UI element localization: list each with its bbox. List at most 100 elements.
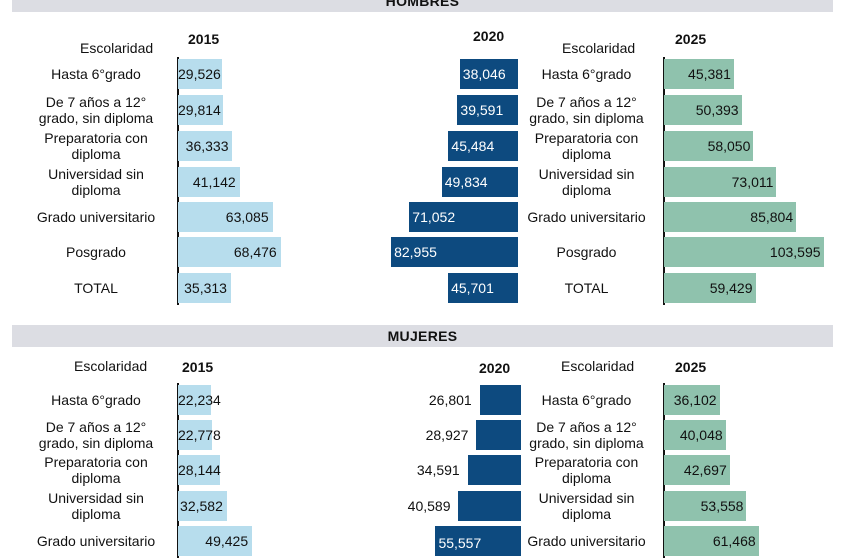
value-label-hombres-2020: 39,591 — [460, 102, 504, 118]
value-label-hombres-2025: 103,595 — [769, 244, 821, 260]
bar-hombres-2015 — [178, 202, 273, 232]
bar-mujeres-2020 — [467, 455, 521, 485]
value-label-hombres-2015: 36,333 — [185, 138, 229, 154]
value-label-hombres-2015: 41,142 — [192, 174, 236, 190]
year-hombres-2020: 2020 — [473, 28, 505, 44]
bar-hombres-2015 — [178, 131, 233, 161]
bar-hombres-2020 — [457, 95, 518, 125]
value-label-mujeres-2015: 22,778 — [178, 427, 221, 443]
category-label-hombres-2025: Grado universitario — [527, 209, 646, 225]
category-label-hombres-2015: Grado universitario — [36, 209, 156, 225]
bar-mujeres-2025 — [664, 420, 726, 450]
escolaridad-header-mujeres-2015: Escolaridad — [74, 358, 148, 374]
bar-hombres-2025 — [664, 202, 797, 232]
escolaridad-header-hombres-2015: Escolaridad — [80, 40, 154, 56]
bar-mujeres-2020 — [476, 420, 521, 450]
category-label-hombres-2015: Hasta 6°grado — [51, 66, 141, 82]
bar-hombres-2020 — [441, 167, 518, 197]
category-label-hombres-2015: De 7 años a 12° grado, sin diploma — [38, 94, 154, 126]
value-label-hombres-2025: 58,050 — [707, 138, 751, 154]
value-label-hombres-2020: 49,834 — [444, 174, 488, 190]
bar-mujeres-2015 — [178, 420, 213, 450]
mujeres-header: MUJERES — [12, 325, 833, 347]
category-label-mujeres-2025: Hasta 6°grado — [541, 392, 632, 408]
category-label-mujeres-2025: Universidad sin diploma — [538, 490, 635, 522]
value-label-mujeres-2025: 36,102 — [673, 392, 717, 408]
value-label-hombres-2015: 63,085 — [225, 209, 269, 225]
bar-hombres-2025 — [664, 95, 742, 125]
category-label-mujeres-2025: De 7 años a 12° grado, sin diploma — [529, 419, 644, 451]
bar-mujeres-2025 — [664, 385, 720, 415]
value-label-mujeres-2015: 22,234 — [178, 392, 221, 408]
value-label-hombres-2015: 29,814 — [178, 102, 221, 118]
category-label-mujeres-2015: De 7 años a 12° grado, sin diploma — [38, 419, 154, 451]
value-label-hombres-2015: 29,526 — [178, 66, 221, 82]
category-label-hombres-2025: Posgrado — [556, 244, 617, 260]
year-hombres-2025: 2025 — [675, 31, 707, 47]
category-label-hombres-2015: Universidad sin diploma — [48, 166, 144, 198]
category-label-hombres-2025: Universidad sin diploma — [538, 166, 635, 198]
value-label-hombres-2025: 85,804 — [750, 209, 794, 225]
bar-hombres-2025 — [664, 273, 756, 303]
bar-mujeres-2025 — [664, 455, 730, 485]
value-label-mujeres-2025: 53,558 — [700, 498, 744, 514]
bar-hombres-2020 — [391, 237, 518, 267]
category-label-mujeres-2015: Hasta 6°grado — [51, 392, 141, 408]
year-hombres-2015: 2015 — [188, 31, 220, 47]
value-label-mujeres-2015: 28,144 — [178, 462, 221, 478]
category-label-mujeres-2015: Preparatoria con diploma — [44, 454, 148, 486]
bar-hombres-2020 — [409, 202, 518, 232]
category-label-hombres-2015: Posgrado — [66, 244, 126, 260]
category-label-mujeres-2015: Grado universitario — [36, 533, 156, 549]
value-label-mujeres-2020: 26,801 — [428, 392, 472, 408]
value-label-hombres-2020: 45,484 — [451, 138, 495, 154]
category-label-hombres-2025: TOTAL — [564, 280, 609, 296]
bar-hombres-2015 — [178, 95, 223, 125]
category-label-hombres-2015: Preparatoria con diploma — [44, 130, 148, 162]
value-label-mujeres-2025: 40,048 — [679, 427, 723, 443]
category-label-mujeres-2025: Preparatoria con diploma — [534, 454, 639, 486]
category-label-hombres-2025: De 7 años a 12° grado, sin diploma — [529, 94, 644, 126]
bar-mujeres-2015 — [178, 491, 227, 521]
value-label-mujeres-2015: 32,582 — [180, 498, 223, 514]
value-label-hombres-2015: 68,476 — [233, 244, 277, 260]
category-label-hombres-2025: Preparatoria con diploma — [534, 130, 639, 162]
bar-hombres-2025 — [664, 131, 754, 161]
value-label-hombres-2020: 71,052 — [412, 209, 456, 225]
bar-hombres-2015 — [178, 167, 240, 197]
bar-mujeres-2015 — [178, 455, 221, 485]
bar-mujeres-2020 — [479, 385, 521, 415]
value-label-hombres-2025: 59,429 — [709, 280, 753, 296]
escolaridad-header-mujeres-2025: Escolaridad — [561, 358, 635, 374]
category-label-mujeres-2025: Grado universitario — [527, 533, 646, 549]
bar-hombres-2020 — [448, 273, 518, 303]
bar-hombres-2025 — [664, 59, 734, 89]
year-mujeres-2025: 2025 — [675, 359, 707, 375]
value-label-hombres-2025: 73,011 — [731, 174, 774, 190]
value-label-hombres-2020: 82,955 — [394, 244, 437, 260]
value-label-hombres-2020: 45,701 — [451, 280, 494, 296]
value-label-hombres-2015: 35,313 — [184, 280, 227, 296]
value-label-mujeres-2020: 55,557 — [438, 535, 482, 551]
bar-mujeres-2015 — [178, 385, 212, 415]
value-label-mujeres-2020: 34,591 — [416, 462, 460, 478]
category-label-hombres-2025: Hasta 6°grado — [541, 66, 632, 82]
category-label-mujeres-2015: Universidad sin diploma — [48, 490, 144, 522]
bar-hombres-2025 — [664, 167, 777, 197]
bar-hombres-2020 — [459, 59, 518, 89]
bar-hombres-2015 — [178, 237, 281, 267]
bar-hombres-2025 — [664, 237, 824, 267]
value-label-mujeres-2020: 40,589 — [407, 498, 451, 514]
value-label-hombres-2025: 45,381 — [688, 66, 731, 82]
hombres-header: HOMBRES — [12, 0, 833, 12]
value-label-mujeres-2015: 49,425 — [205, 533, 249, 549]
year-mujeres-2020: 2020 — [479, 360, 511, 376]
escolaridad-header-hombres-2025: Escolaridad — [562, 40, 636, 56]
value-label-hombres-2020: 38,046 — [462, 66, 506, 82]
value-label-hombres-2025: 50,393 — [695, 102, 739, 118]
bar-mujeres-2020 — [458, 491, 521, 521]
category-label-hombres-2015: TOTAL — [74, 280, 118, 296]
bar-hombres-2015 — [178, 273, 231, 303]
bar-mujeres-2025 — [664, 491, 747, 521]
year-mujeres-2015: 2015 — [182, 359, 214, 375]
